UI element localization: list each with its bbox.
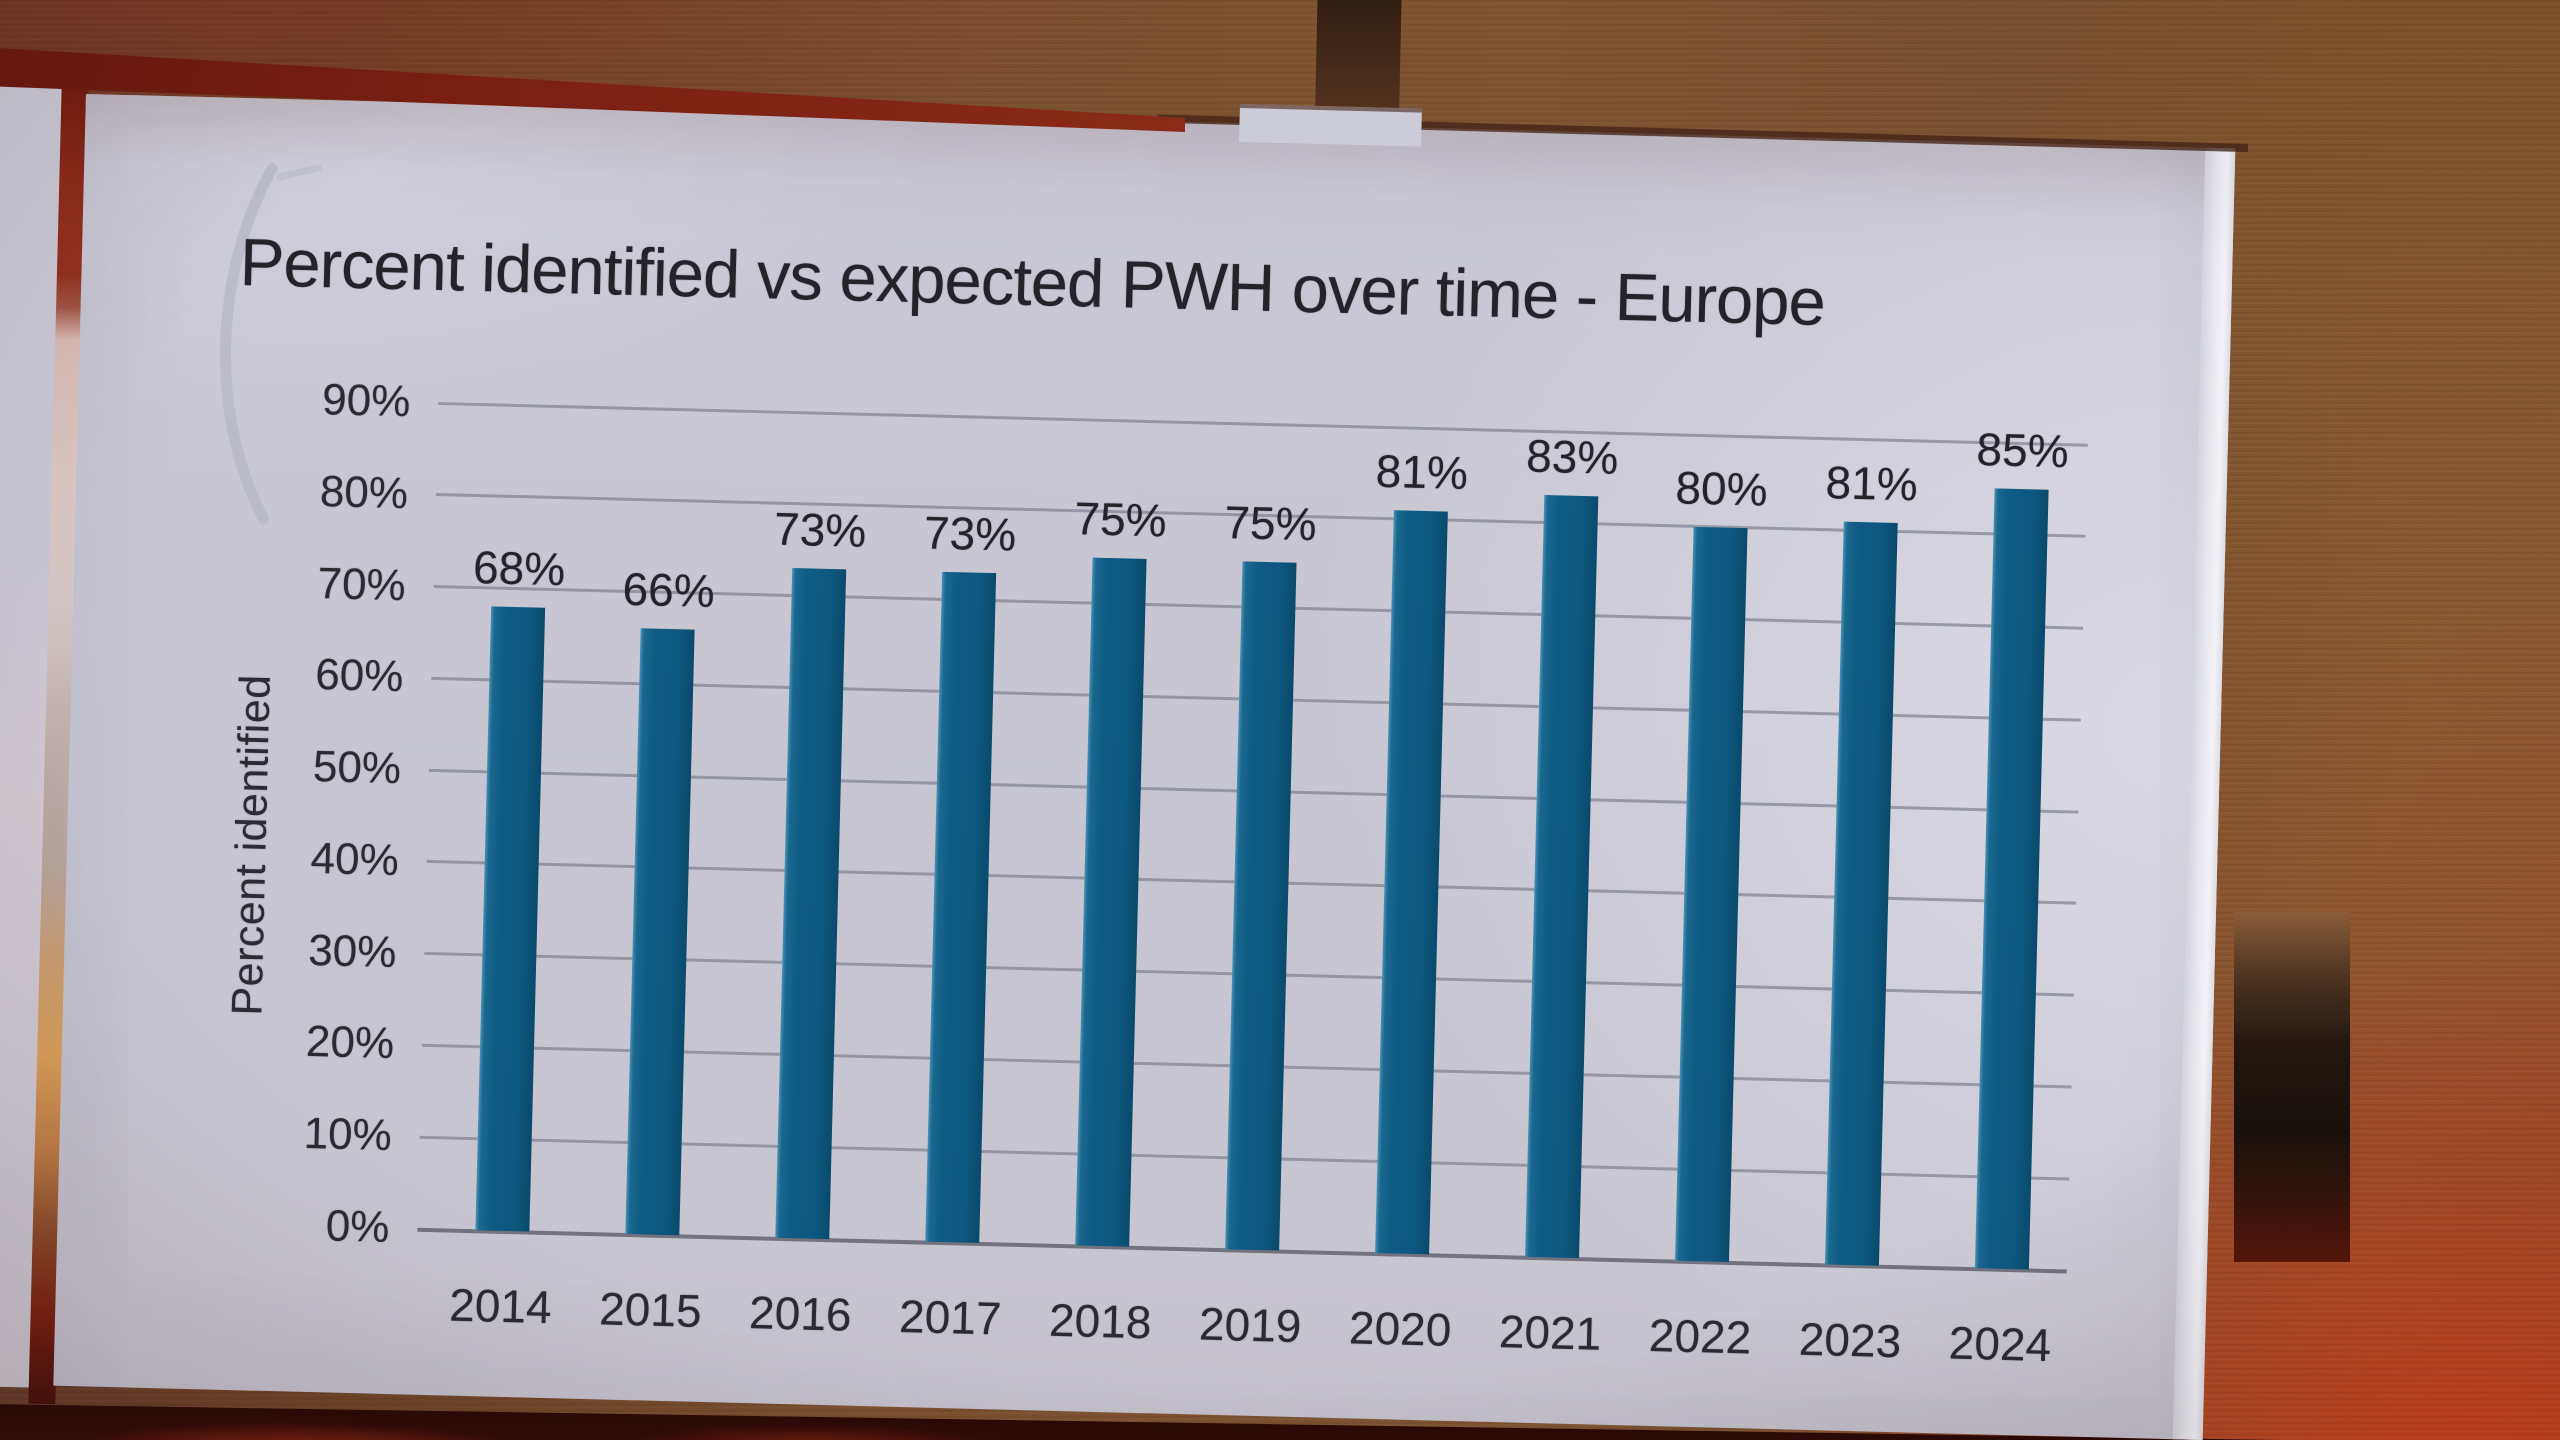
x-tick-label-2022: 2022	[1648, 1308, 1752, 1364]
bar-chart: Percent identified 90% 80% 70% 60% 50% 40% 30%…	[53, 94, 2205, 1439]
watermark-curve-icon	[220, 163, 322, 525]
bar-value-label-2016: 73%	[773, 502, 867, 557]
bar-2023	[1824, 521, 1898, 1266]
x-tick-label-2018: 2018	[1048, 1293, 1153, 1349]
y-tick-label-30%: 30%	[307, 925, 398, 977]
y-tick-label-10%: 10%	[303, 1109, 393, 1161]
bar-2017	[925, 571, 997, 1243]
bar-value-label-2022: 80%	[1674, 461, 1769, 516]
bar-2018	[1075, 557, 1147, 1247]
y-tick-label-80%: 80%	[319, 466, 409, 519]
screen-top-tab	[1239, 104, 1422, 147]
bar-2021	[1525, 495, 1599, 1259]
x-tick-label-2015: 2015	[598, 1282, 703, 1337]
bar-2016	[775, 568, 847, 1240]
y-tick-label-50%: 50%	[312, 742, 402, 794]
bar-2020	[1375, 509, 1448, 1255]
y-tick-label-70%: 70%	[317, 558, 407, 610]
y-tick-label-40%: 40%	[310, 833, 400, 886]
y-tick-label-0%: 0%	[325, 1201, 391, 1253]
gridline-90%	[438, 401, 2088, 447]
bar-value-label-2017: 73%	[923, 506, 1017, 561]
bar-value-label-2018: 75%	[1073, 491, 1168, 547]
bar-value-label-2021: 83%	[1525, 429, 1619, 485]
bar-2024	[1974, 488, 2049, 1270]
bar-value-label-2015: 66%	[621, 563, 716, 618]
x-tick-label-2020: 2020	[1348, 1301, 1452, 1356]
x-tick-label-2023: 2023	[1798, 1312, 1902, 1368]
y-tick-label-20%: 20%	[305, 1017, 395, 1069]
projection-screen: Percent identified vs expected PWH over …	[53, 94, 2236, 1440]
slide: Percent identified vs expected PWH over …	[53, 94, 2205, 1439]
y-tick-label-90%: 90%	[321, 375, 411, 427]
bar-2022	[1674, 526, 1748, 1262]
bar-value-label-2019: 75%	[1223, 495, 1318, 550]
bar-2019	[1225, 561, 1297, 1251]
x-tick-label-2021: 2021	[1498, 1305, 1602, 1360]
plot-area: 90% 80% 70% 60% 50% 40% 30% 20% 10% 0% 68% 2014 66% 2…	[53, 94, 2205, 1439]
x-tick-label-2014: 2014	[448, 1278, 553, 1334]
bar-value-label-2014: 68%	[472, 540, 566, 596]
y-tick-label-60%: 60%	[314, 650, 404, 702]
x-tick-label-2017: 2017	[898, 1289, 1003, 1345]
bar-value-label-2020: 81%	[1375, 444, 1469, 499]
x-tick-label-2016: 2016	[748, 1286, 853, 1341]
x-tick-label-2019: 2019	[1198, 1297, 1303, 1353]
bar-value-label-2023: 81%	[1825, 455, 1919, 511]
equipment-silhouette	[2234, 912, 2350, 1262]
bar-value-label-2024: 85%	[1975, 422, 2070, 478]
x-tick-label-2024: 2024	[1948, 1316, 2052, 1372]
